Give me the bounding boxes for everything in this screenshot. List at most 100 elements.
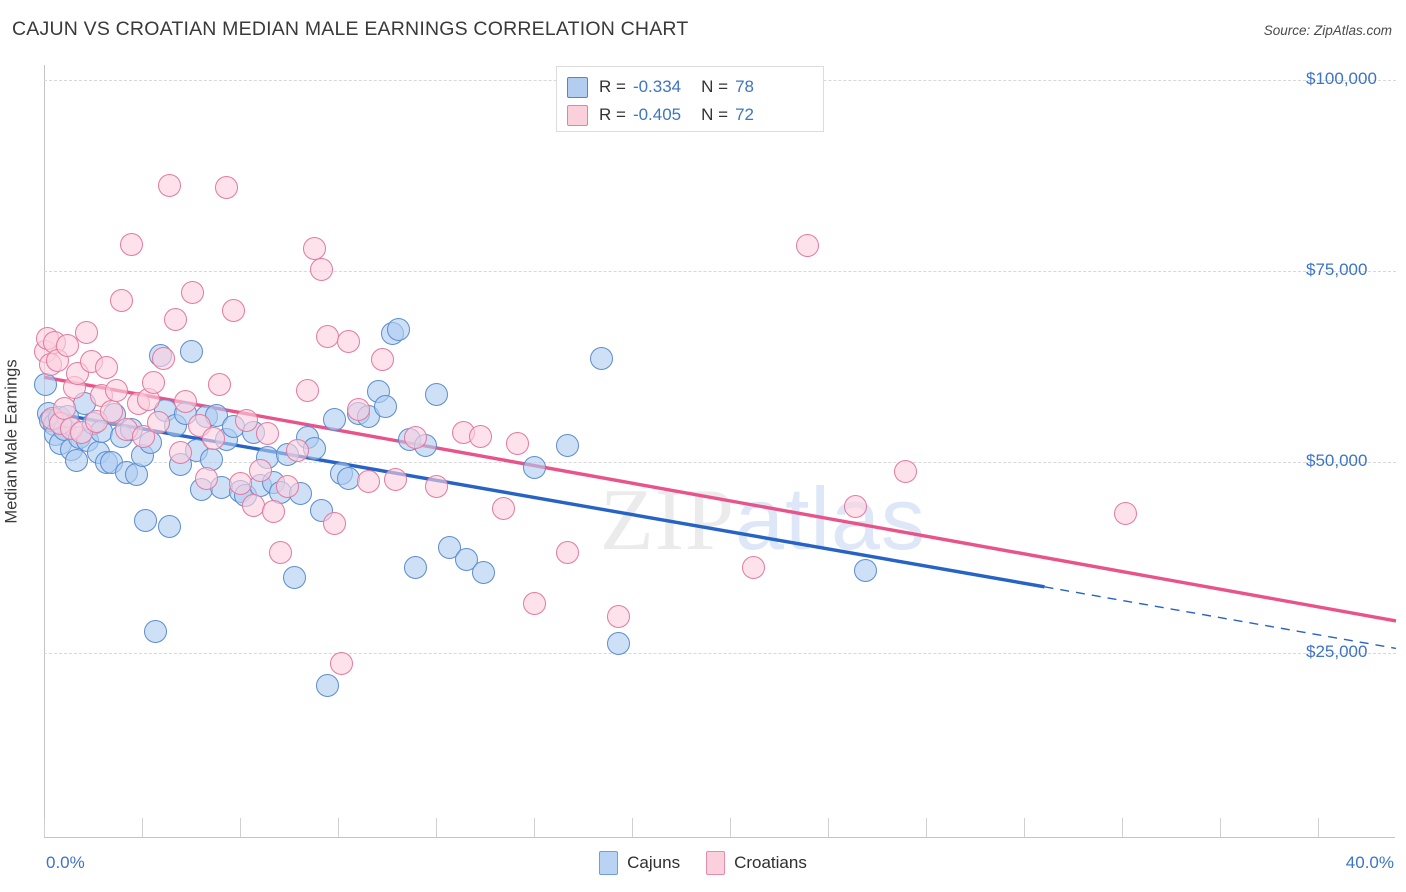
legend-swatch-cajuns [599, 851, 619, 875]
data-point[interactable] [142, 371, 166, 395]
data-point[interactable] [404, 555, 428, 579]
stats-row: R = -0.334 N = 78 [567, 73, 813, 101]
x-axis-tick [631, 818, 633, 837]
data-point[interactable] [323, 512, 347, 536]
stats-n-value: 72 [735, 105, 754, 124]
data-point[interactable] [853, 558, 877, 582]
data-point[interactable] [424, 382, 448, 406]
data-point[interactable] [346, 397, 370, 421]
data-point[interactable] [255, 422, 279, 446]
stats-r-value: -0.405 [632, 105, 682, 124]
data-point[interactable] [64, 448, 88, 472]
gridline [44, 271, 1396, 272]
plot-area: ZIPatlas [34, 65, 1397, 837]
data-point[interactable] [1114, 502, 1138, 526]
data-point[interactable] [275, 474, 299, 498]
data-point[interactable] [468, 425, 492, 449]
data-point[interactable] [152, 347, 176, 371]
data-point[interactable] [796, 234, 820, 258]
data-point[interactable] [269, 541, 293, 565]
legend-item-croatians[interactable]: Croatians [706, 851, 807, 875]
x-axis-tick [141, 818, 143, 837]
data-point[interactable] [742, 555, 766, 579]
stats-n-value: 78 [735, 77, 754, 96]
data-point[interactable] [843, 494, 867, 518]
x-axis-tick [1317, 818, 1319, 837]
legend-item-cajuns[interactable]: Cajuns [599, 851, 680, 875]
series-legend: Cajuns Croatians [0, 851, 1406, 875]
data-point[interactable] [505, 432, 529, 456]
data-point[interactable] [248, 458, 272, 482]
data-point[interactable] [56, 334, 80, 358]
x-axis-tick [435, 818, 437, 837]
trendline-croatians [43, 375, 1397, 623]
data-point[interactable] [169, 441, 193, 465]
data-point[interactable] [387, 318, 411, 342]
data-point[interactable] [181, 280, 205, 304]
stats-row: R = -0.405 N = 72 [567, 101, 813, 129]
data-point[interactable] [235, 409, 259, 433]
data-point[interactable] [492, 497, 516, 521]
x-axis-max-label: 40.0% [1345, 853, 1394, 872]
data-point[interactable] [336, 329, 360, 353]
legend-swatch-croatians [706, 851, 726, 875]
data-point[interactable] [179, 340, 203, 364]
data-point[interactable] [95, 355, 119, 379]
data-point[interactable] [147, 410, 171, 434]
stats-swatch-croatians [567, 104, 588, 126]
data-point[interactable] [424, 474, 448, 498]
stats-r-label: R = [599, 77, 626, 96]
data-point[interactable] [590, 347, 614, 371]
data-point[interactable] [522, 591, 546, 615]
data-point[interactable] [309, 257, 333, 281]
stats-n-label: N = [701, 105, 729, 124]
y-axis-tick-label: $50,000 [1306, 451, 1368, 470]
data-point[interactable] [471, 561, 495, 585]
data-point[interactable] [228, 471, 252, 495]
source-note: Source: ZipAtlas.com [1263, 23, 1392, 38]
stats-n-label: N = [701, 77, 729, 96]
data-point[interactable] [201, 426, 225, 450]
data-point[interactable] [174, 390, 198, 414]
data-point[interactable] [194, 466, 218, 490]
data-point[interactable] [110, 289, 134, 313]
data-point[interactable] [455, 547, 478, 571]
y-axis-line [44, 65, 45, 837]
data-point[interactable] [373, 395, 397, 419]
data-point[interactable] [370, 348, 394, 372]
data-point[interactable] [286, 439, 309, 463]
data-point[interactable] [144, 620, 168, 644]
data-point[interactable] [404, 426, 428, 450]
stats-swatch-cajuns [567, 76, 588, 98]
data-point[interactable] [316, 674, 340, 698]
data-point[interactable] [356, 469, 380, 493]
data-point[interactable] [164, 307, 188, 331]
data-point[interactable] [157, 173, 181, 197]
data-point[interactable] [221, 299, 245, 323]
data-point[interactable] [556, 433, 580, 457]
data-point[interactable] [296, 378, 320, 402]
trendline-cajuns-dashed [1044, 586, 1397, 650]
data-point[interactable] [323, 407, 347, 431]
x-axis-tick [44, 818, 45, 837]
x-axis-min-label: 0.0% [46, 853, 85, 872]
correlation-stats-box: R = -0.334 N = 78 R = -0.405 N = 72 [556, 66, 824, 132]
data-point[interactable] [157, 515, 181, 539]
data-point[interactable] [384, 468, 408, 492]
data-point[interactable] [133, 509, 157, 533]
data-point[interactable] [329, 652, 353, 676]
data-point[interactable] [105, 378, 129, 402]
data-point[interactable] [34, 372, 58, 396]
data-point[interactable] [262, 500, 286, 524]
data-point[interactable] [556, 540, 580, 564]
data-point[interactable] [215, 176, 239, 200]
data-point[interactable] [607, 631, 631, 655]
data-point[interactable] [208, 372, 232, 396]
data-point[interactable] [894, 460, 918, 484]
data-point[interactable] [522, 455, 546, 479]
data-point[interactable] [74, 320, 98, 344]
data-point[interactable] [282, 565, 306, 589]
data-point[interactable] [607, 604, 631, 628]
data-point[interactable] [120, 232, 144, 256]
